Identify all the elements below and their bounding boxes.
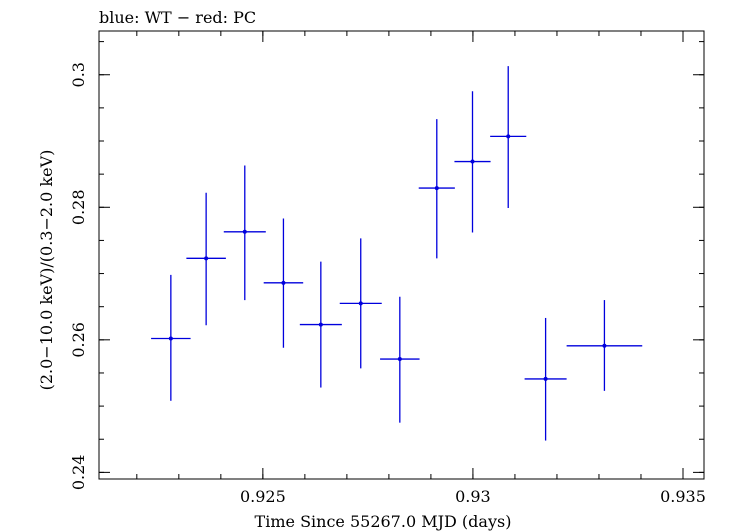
data-series: [151, 66, 643, 441]
data-marker: [242, 229, 247, 234]
data-point: [186, 192, 226, 326]
data-point: [263, 218, 304, 348]
data-point: [380, 296, 420, 423]
y-tick-label: 0.24: [69, 455, 88, 491]
data-marker: [602, 343, 607, 348]
data-marker: [543, 376, 548, 381]
data-marker: [358, 301, 363, 306]
data-marker: [397, 357, 402, 362]
data-point: [339, 238, 382, 369]
y-axis-label: (2.0−10.0 keV)/(0.3−2.0 keV): [37, 150, 56, 391]
data-point: [566, 300, 643, 391]
data-marker: [434, 186, 439, 191]
data-point: [524, 317, 567, 441]
y-tick-labels: 0.24 0.26 0.28 0.3: [69, 62, 88, 490]
data-point: [299, 261, 342, 388]
axis-ticks: [99, 31, 704, 479]
x-tick-label: 0.925: [240, 487, 286, 506]
x-tick-label: 0.93: [455, 487, 491, 506]
data-point: [151, 274, 191, 401]
plot-frame: [98, 30, 705, 480]
data-point: [454, 91, 491, 233]
y-tick-label: 0.28: [69, 189, 88, 225]
x-tick-label: 0.935: [660, 487, 706, 506]
x-tick-labels: 0.925 0.93 0.935: [240, 487, 706, 506]
data-marker: [168, 336, 173, 341]
data-marker: [470, 159, 475, 164]
data-point: [223, 165, 266, 301]
data-marker: [204, 256, 209, 261]
data-marker: [318, 322, 323, 327]
data-marker: [506, 134, 511, 139]
x-axis-label: Time Since 55267.0 MJD (days): [255, 512, 512, 531]
y-tick-label: 0.26: [69, 322, 88, 358]
data-point: [490, 66, 527, 208]
data-marker: [281, 280, 286, 285]
data-point: [418, 119, 455, 259]
y-tick-label: 0.3: [69, 62, 88, 87]
chart-title: blue: WT − red: PC: [99, 8, 256, 27]
